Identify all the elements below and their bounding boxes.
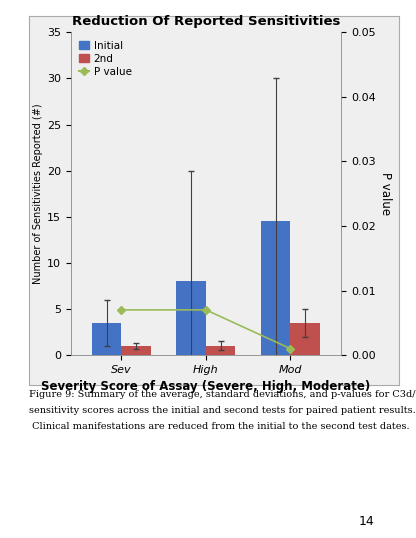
Bar xyxy=(176,281,206,355)
Legend: Initial, 2nd, P value: Initial, 2nd, P value xyxy=(76,38,135,80)
Y-axis label: Number of Sensitivities Reported (#): Number of Sensitivities Reported (#) xyxy=(33,103,43,284)
Title: Reduction Of Reported Sensitivities: Reduction Of Reported Sensitivities xyxy=(72,16,340,29)
Text: 14: 14 xyxy=(359,515,374,528)
Text: Figure 9: Summary of the average, standard deviations, and p-values for C3d/IgG: Figure 9: Summary of the average, standa… xyxy=(29,390,416,399)
Text: sensitivity scores across the initial and second tests for paired patient result: sensitivity scores across the initial an… xyxy=(29,406,416,415)
Bar xyxy=(92,323,121,355)
Bar xyxy=(121,346,151,355)
Bar xyxy=(206,346,235,355)
Y-axis label: P value: P value xyxy=(379,172,392,215)
X-axis label: Severity Score of Assay (Severe, High, Moderate): Severity Score of Assay (Severe, High, M… xyxy=(41,380,371,393)
Bar xyxy=(261,221,290,355)
Text: Clinical manifestations are reduced from the initial to the second test dates.: Clinical manifestations are reduced from… xyxy=(29,422,410,431)
Bar xyxy=(290,323,320,355)
